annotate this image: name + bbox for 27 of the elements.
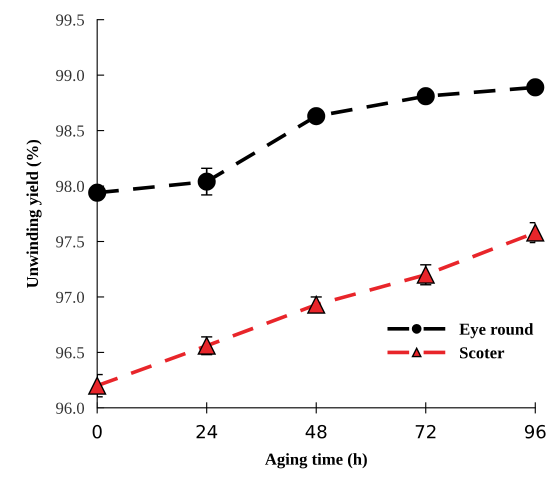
x-tick-label: 72 [416,424,436,438]
y-tick-label: 97.0 [56,292,84,303]
y-tick-label: 99.0 [56,70,84,82]
legend-label: Eye round [459,323,534,338]
y-tick-label: 97.5 [56,236,84,248]
x-tick-label: 96 [524,424,546,439]
x-tick-label: 24 [196,424,218,438]
point [526,224,544,242]
point [307,296,326,314]
y-tick-label: 96.5 [56,347,84,358]
point [416,266,435,284]
x-tick-label: 48 [306,424,326,439]
point [88,376,106,395]
point [198,172,216,191]
y-axis-title: Unwinding yield (%) [26,140,42,288]
x-axis-title: Aging time (h) [265,453,367,468]
y-tick-label: 98.5 [56,125,84,137]
y-tick-label: 98.0 [56,180,84,192]
point [198,336,216,355]
y-tick-label: 96.0 [56,402,84,414]
point [416,87,435,106]
point [88,184,106,202]
x-tick-label: 0 [92,424,102,439]
y-tick-label: 99.5 [56,14,84,26]
legend-label: Scoter [460,347,504,358]
point [307,107,326,126]
point [526,78,544,96]
